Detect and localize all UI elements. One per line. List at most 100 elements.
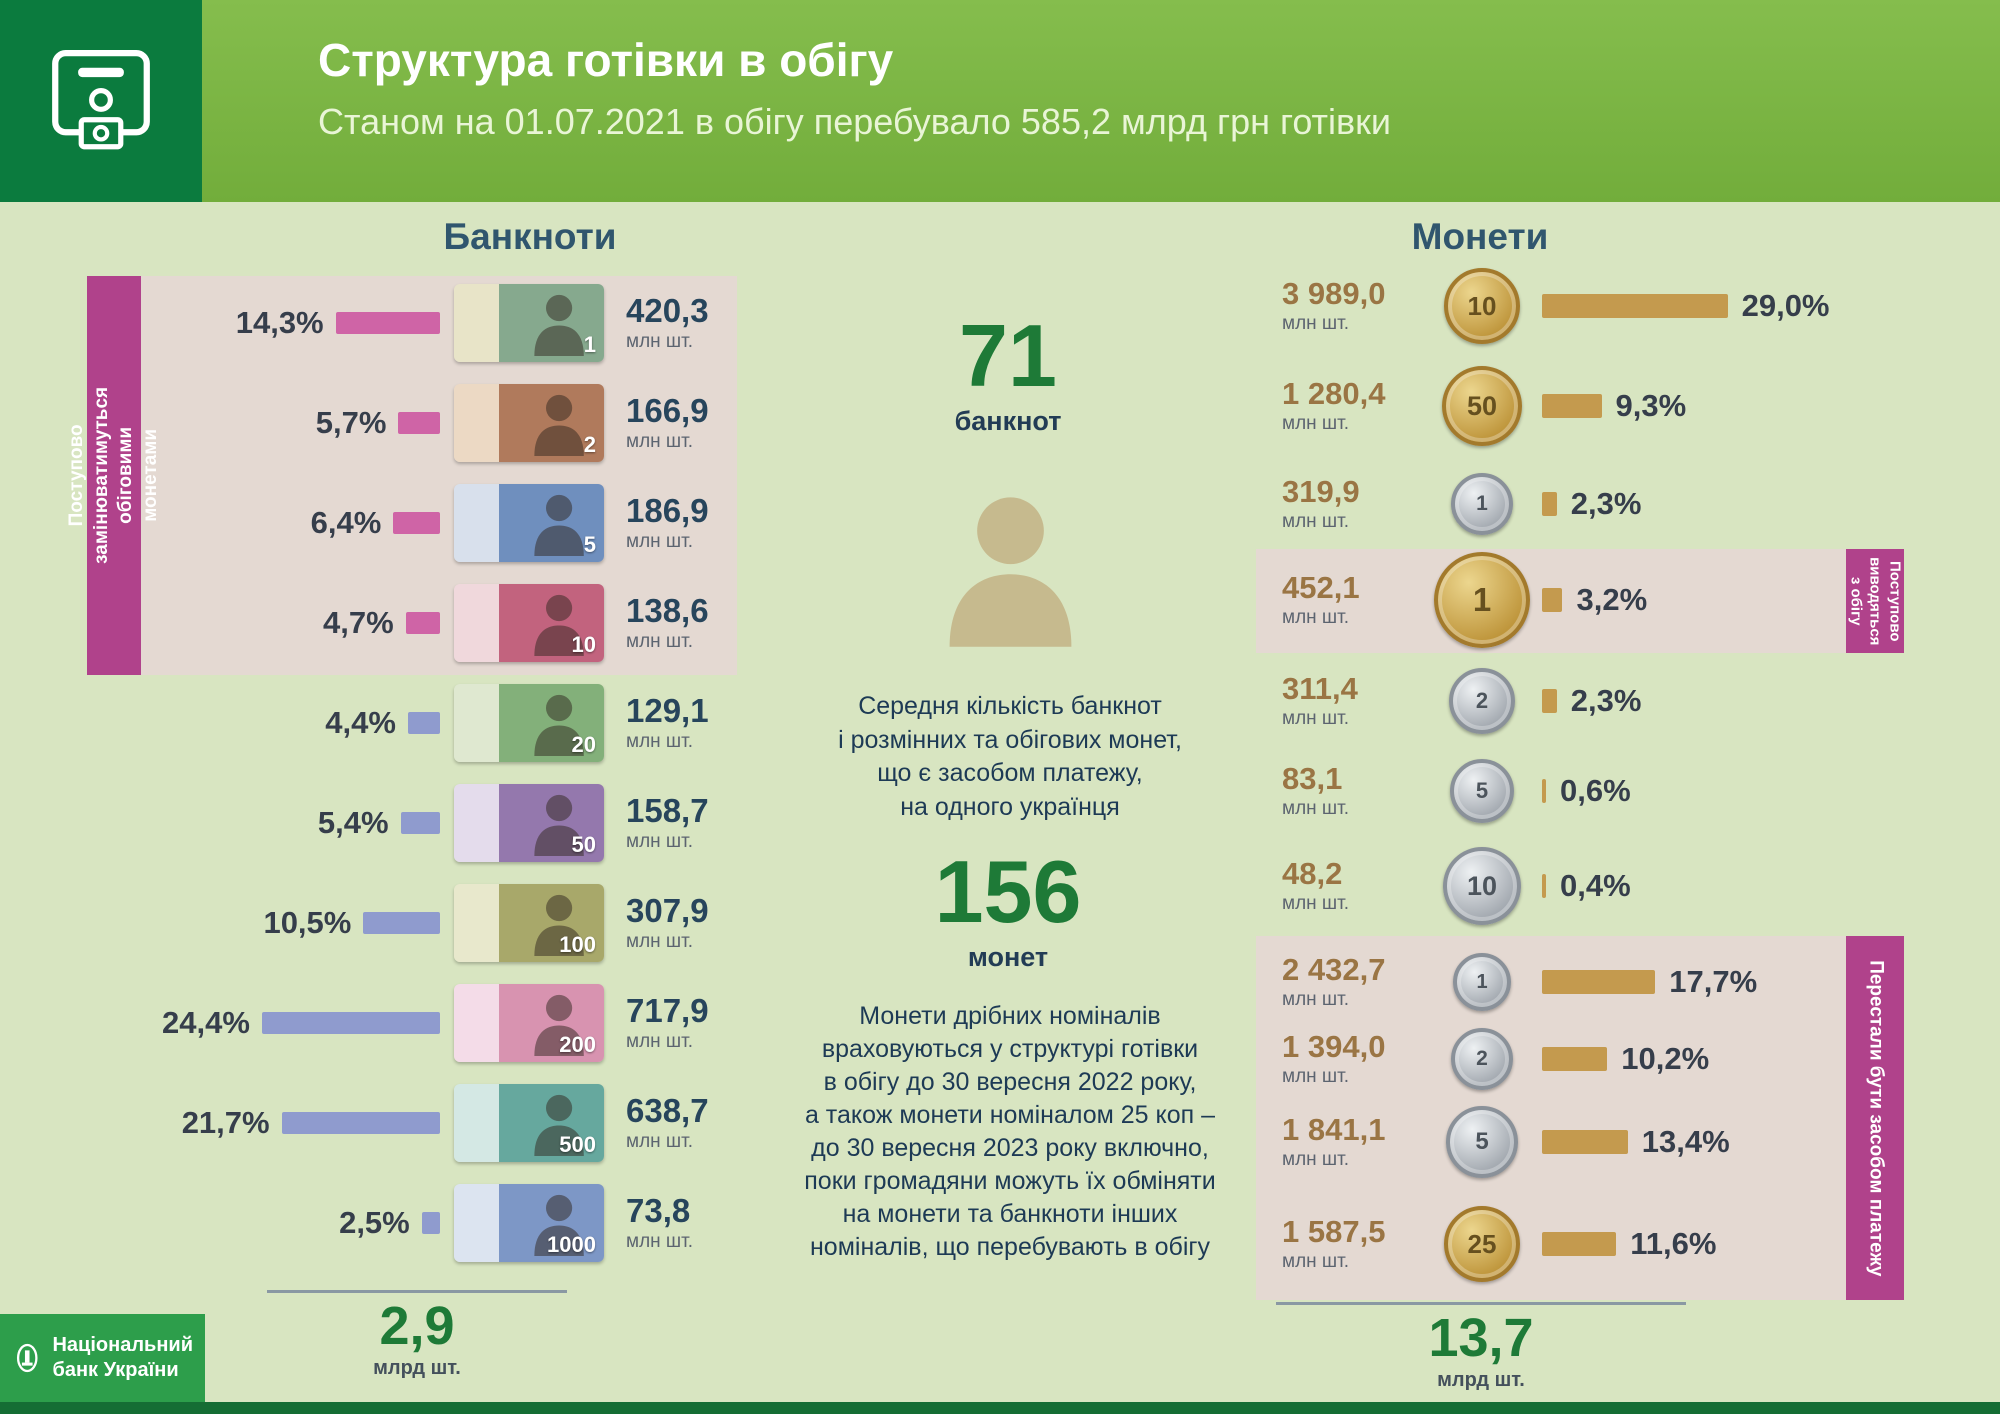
- coin-bar: [1542, 492, 1557, 516]
- coin-denomination: 10: [1466, 870, 1498, 901]
- banknote-denomination: 50: [571, 832, 596, 857]
- coin-count-group: 48,2 млн шт.: [1282, 858, 1422, 915]
- coin-image: 2: [1451, 1028, 1513, 1090]
- nbu-footer: Національний банк України: [0, 1314, 205, 1402]
- banknote-count-unit: млн шт.: [626, 730, 694, 752]
- banknote-denomination: 100: [559, 932, 596, 957]
- bank-name: Національний банк України: [52, 1334, 193, 1381]
- coin-image-zone: 1: [1422, 953, 1542, 1011]
- coin-bar-group: 3,2%: [1542, 582, 1902, 618]
- banknote-denomination: 10: [571, 632, 596, 657]
- banknote-count-group: 166,9 млн шт.: [626, 394, 709, 453]
- banknotes-per-capita-label: банкнот: [954, 406, 1062, 436]
- banknote-count-group: 717,9 млн шт.: [626, 994, 709, 1053]
- banknote-image: 2: [454, 384, 604, 462]
- coin-count-group: 311,4 млн шт.: [1282, 673, 1422, 730]
- banknote-bar-group: 5,7%: [90, 405, 440, 441]
- banknote-count: 186,9: [626, 491, 709, 529]
- coin-bar-group: 2,3%: [1542, 486, 1902, 522]
- banknote-bar: [398, 412, 440, 434]
- coin-count: 83,1: [1282, 760, 1343, 796]
- banknote-denomination: 1000: [547, 1232, 596, 1257]
- banknote-count-unit: млн шт.: [626, 630, 694, 652]
- coin-row: 83,1 млн шт. 5 0,6%: [1282, 743, 1902, 839]
- coin-count: 1 841,1: [1282, 1111, 1386, 1147]
- coin-count: 2 432,7: [1282, 951, 1386, 987]
- per-capita-description: Середня кількість банкнот і розмінних та…: [838, 692, 1182, 821]
- coin-count-group: 452,1 млн шт.: [1282, 572, 1422, 629]
- banknote-count-unit: млн шт.: [626, 430, 694, 452]
- page-title: Структура готівки в обігу: [318, 34, 894, 86]
- coin-denomination: 1: [1476, 492, 1488, 515]
- banknote-percent: 4,7%: [323, 605, 394, 640]
- portrait-silhouette-icon: [534, 894, 584, 956]
- banknote-image: 1: [454, 284, 604, 362]
- banknote-bar-group: 6,4%: [90, 505, 440, 541]
- coin-count: 1 394,0: [1282, 1028, 1386, 1064]
- coins-total-unit: млрд шт.: [1437, 1368, 1525, 1391]
- nbu-emblem-icon: [16, 1343, 38, 1373]
- stopped-band-strip: Перестали бути засобом платежу: [1846, 936, 1904, 1300]
- coin-bar: [1542, 394, 1602, 418]
- coin-image-zone: 2: [1422, 668, 1542, 734]
- coin-denomination: 2: [1476, 1047, 1488, 1070]
- banknote-row: 21,7% 500 638,7 млн шт.: [90, 1073, 750, 1173]
- person-silhouette-icon: [938, 482, 1083, 652]
- coin-count-unit: млн шт.: [1282, 988, 1350, 1010]
- banknotes-heading: Банкноти: [443, 216, 617, 257]
- coin-image: 10: [1443, 847, 1521, 925]
- withdraw-band-strip: Поступово виводяться з обігу: [1846, 549, 1904, 653]
- coin-percent: 17,7%: [1669, 964, 1758, 999]
- banknotes-total-unit: млрд шт.: [373, 1356, 461, 1379]
- coin-denomination: 5: [1475, 778, 1489, 803]
- coin-count: 319,9: [1282, 473, 1360, 509]
- coin-image: 1: [1451, 473, 1513, 535]
- coin-bar: [1542, 1047, 1608, 1071]
- coin-bar: [1542, 1130, 1628, 1154]
- banknote-denomination: 20: [571, 732, 596, 757]
- banknotes-total-value: 2,9: [379, 1296, 455, 1356]
- coin-row: 3 989,0 млн шт. 10 29,0%: [1282, 258, 1902, 354]
- coin-row: 1 587,5 млн шт. 25 11,6%: [1282, 1196, 1902, 1292]
- banknote-count: 307,9: [626, 891, 709, 929]
- banknote-bar-group: 4,4%: [90, 705, 440, 741]
- coin-bar-group: 17,7%: [1542, 964, 1902, 1000]
- coin-row: 1 394,0 млн шт. 2 10,2%: [1282, 1011, 1902, 1107]
- coins-total-divider: [1276, 1302, 1686, 1305]
- banknote-row: 5,4% 50 158,7 млн шт.: [90, 773, 750, 873]
- banknote-denomination: 5: [583, 532, 596, 557]
- portrait-silhouette-icon: [534, 394, 584, 456]
- coin-bar: [1542, 779, 1546, 803]
- banknote-image: 200: [454, 984, 604, 1062]
- coin-image-zone: 25: [1422, 1206, 1542, 1282]
- coin-denomination: 10: [1467, 290, 1497, 321]
- coin-percent: 11,6%: [1630, 1226, 1717, 1261]
- small-denomination-note: Монети дрібних номіналів враховуються у …: [804, 1002, 1216, 1261]
- banknote-count-unit: млн шт.: [626, 1130, 694, 1152]
- coin-image-zone: 10: [1422, 268, 1542, 344]
- banknote-count-unit: млн шт.: [626, 530, 694, 552]
- coin-bar-group: 13,4%: [1542, 1124, 1902, 1160]
- coin-percent: 9,3%: [1615, 388, 1687, 423]
- coin-denomination: 25: [1467, 1228, 1497, 1259]
- coins-per-capita-value: 156: [934, 842, 1082, 941]
- coin-denomination: 50: [1466, 390, 1498, 421]
- coin-count-unit: млн шт.: [1282, 1250, 1350, 1272]
- coin-image-zone: 5: [1422, 759, 1542, 823]
- banknote-image: 50: [454, 784, 604, 862]
- banknote-bar: [393, 512, 440, 534]
- banknote-count: 166,9: [626, 391, 709, 429]
- coin-row: 319,9 млн шт. 1 2,3%: [1282, 456, 1902, 552]
- coin-count: 1 280,4: [1282, 375, 1386, 411]
- portrait-silhouette-icon: [534, 1194, 584, 1256]
- banknote-percent: 6,4%: [310, 505, 382, 540]
- coins-heading: Монети: [1411, 216, 1549, 257]
- banknote-count: 638,7: [626, 1091, 709, 1129]
- coin-image: 10: [1444, 268, 1520, 344]
- banknote-bar: [363, 912, 440, 934]
- coin-row: 2 432,7 млн шт. 1 17,7%: [1282, 934, 1902, 1030]
- coin-row: 48,2 млн шт. 10 0,4%: [1282, 838, 1902, 934]
- portrait-silhouette-icon: [534, 694, 584, 756]
- portrait-silhouette-icon: [534, 594, 584, 656]
